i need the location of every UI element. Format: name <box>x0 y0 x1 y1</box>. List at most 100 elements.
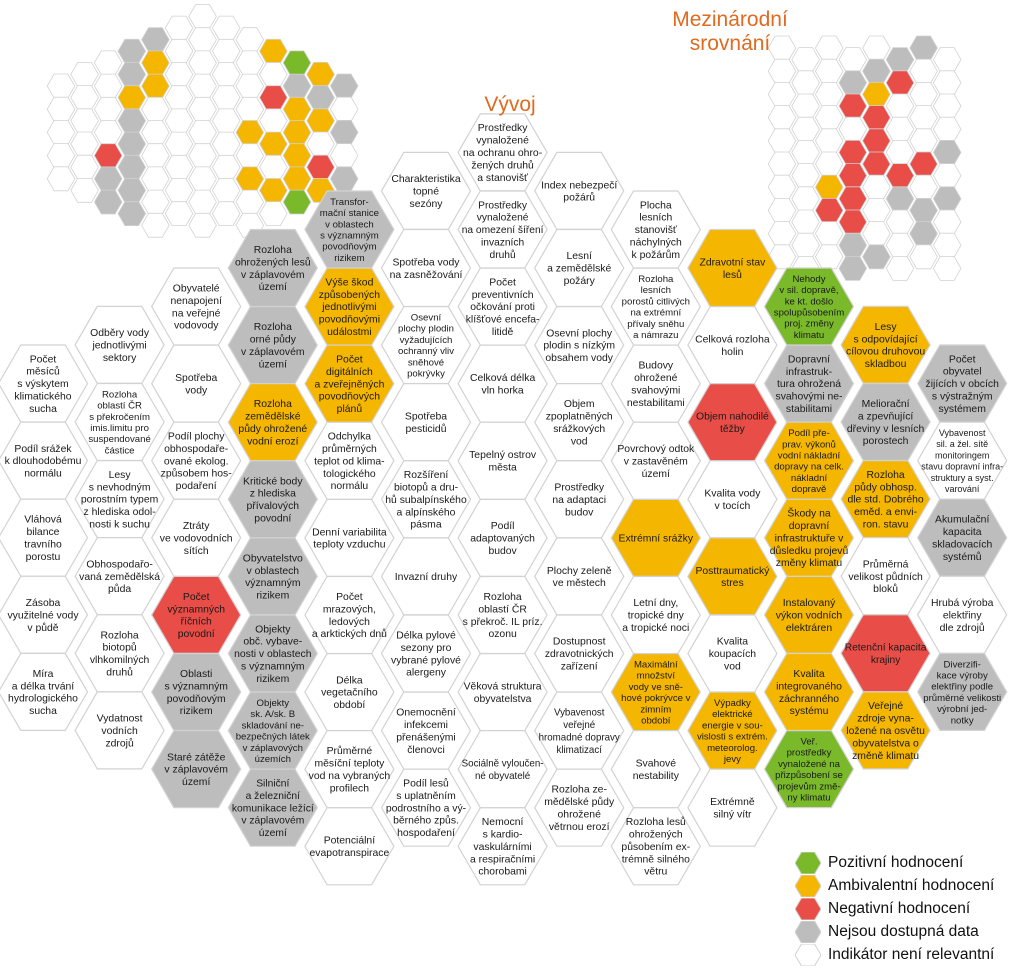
mini-hex <box>188 4 217 29</box>
mini-hex <box>259 201 288 227</box>
indicator-hex: Budovy ohrožené svahovými nestabilitami <box>610 344 701 423</box>
mini-hex <box>93 166 123 192</box>
mini-hex <box>885 163 915 189</box>
indicator-label: Retenční kapacita krajiny <box>845 643 927 666</box>
indicator-label-line: požárů <box>563 192 595 204</box>
indicator-label: Obhospodařo-vaná zemědělská půda <box>79 559 160 595</box>
indicator-label-line: Plochy zeleně <box>547 566 612 577</box>
indicator-label-line: proj. změny <box>784 319 834 330</box>
indicator-label-line: Průměrné <box>327 745 373 757</box>
mini-hex <box>188 189 217 215</box>
indicator-hex: Rozloha ze-mědělské půdy ohrožené větrnou … <box>534 768 625 847</box>
indicator-label: Transfor-mační stanice v oblastech s význa… <box>320 197 379 264</box>
mini-hex <box>117 154 147 180</box>
mini-hex <box>188 212 217 238</box>
indicator-label-line: Invazní druhy <box>395 572 458 583</box>
indicator-label-line: meteorolog. <box>707 743 758 754</box>
indicator-hex: Průměrná velikost půdních bloků <box>840 537 931 616</box>
indicator-label-line: zimním <box>640 704 671 715</box>
indicator-label: Tepelný ostrov města <box>469 450 537 473</box>
indicator-label-line: přívalových <box>247 501 300 512</box>
indicator-label: Akumulační kapacita skladovacích systémů <box>932 515 992 563</box>
indicator-hex: Rozloha zemědělské půdy ohrožené vodní eroz… <box>227 383 318 462</box>
mini-hex <box>909 82 938 107</box>
indicator-label-line: sucha <box>29 706 57 717</box>
indicator-label-line: nenapojení <box>170 296 222 307</box>
indicator-label-line: ohrožených <box>629 830 683 841</box>
mini-hex <box>767 151 797 177</box>
indicator-label: Spotřeba vody <box>175 373 217 396</box>
indicator-hex: Onemocnění infekcemi přenášenými členovci <box>380 691 472 770</box>
mini-hex <box>838 70 868 96</box>
mini-hex <box>932 139 962 165</box>
indicator-label-line: systémů <box>943 551 982 563</box>
mini-hex <box>235 120 265 145</box>
indicator-hex: Sociálně vyloučen-né obyvatelé <box>457 730 548 809</box>
indicator-label: Rozloha oblastí ČR s překroč. IL príz. ozon… <box>463 592 543 640</box>
mini-hex <box>141 212 170 238</box>
indicator-label-line: v záplavových <box>243 743 303 754</box>
indicator-label-line: dopravní <box>789 521 830 532</box>
mini-hex <box>909 174 938 200</box>
mini-hex <box>93 50 123 76</box>
mini-hex <box>46 120 76 145</box>
indicator-label-line: Veř. <box>800 737 817 748</box>
mini-hex <box>211 85 241 110</box>
indicator-label: Obyvatelé nenapojení na veřejné vodovody <box>170 284 222 332</box>
mini-hex <box>141 27 170 52</box>
indicator-label-line: města <box>488 463 517 474</box>
indicator-label-line: vodních <box>101 726 138 737</box>
indicator-hex: Vláhová bilance travního porostu <box>0 498 89 577</box>
indicator-label: Prostředky na adaptaci budov <box>552 483 606 519</box>
indicator-label-line: adaptovaných <box>470 534 535 545</box>
mini-hex <box>70 108 99 134</box>
indicator-label-line: povodní <box>178 629 215 640</box>
mini-hex <box>282 96 312 122</box>
indicator-label: Obyvatelstvo v oblastech významným rizikem <box>243 553 303 601</box>
indicator-label-line: Spotřeba vody <box>392 257 460 268</box>
indicator-label-line: mrazových, <box>323 604 376 615</box>
indicator-label-line: Dopravní <box>788 354 830 365</box>
indicator-hex: Osevní plochy plodin s nízkým obsahem vody <box>534 306 625 385</box>
mini-hex <box>885 255 915 281</box>
indicator-label-line: imis.limitu pro <box>90 423 149 434</box>
indicator-hex: Denní variabilita teploty vzduchu <box>304 498 395 578</box>
mini-hex <box>211 201 241 227</box>
mini-hex <box>93 96 123 122</box>
indicator-label-line: větrnou erozí <box>549 822 610 833</box>
mini-hex <box>791 232 820 258</box>
indicator-hex-shape <box>763 729 855 809</box>
mini-hex <box>117 131 147 157</box>
mini-hex <box>117 108 147 134</box>
indicator-label-line: hové pokrývce v <box>621 693 691 704</box>
mini-hex <box>909 128 938 154</box>
indicator-label-line: s uplatněním <box>396 791 456 802</box>
indicator-hex-shape <box>227 768 318 847</box>
indicator-hex: Objem nahodilé těžby <box>687 383 778 462</box>
indicator-label-line: Transfor- <box>330 197 369 208</box>
indicator-label: Výše škod způsobených jednotlivými povodňov… <box>319 277 380 338</box>
legend-swatch-positive <box>795 852 821 874</box>
mini-hex <box>767 82 797 107</box>
legend-label: Nejsou dostupná data <box>828 923 979 940</box>
indicator-label-line: výrobní jed- <box>937 704 987 715</box>
mini-hex <box>791 93 820 119</box>
mini-hex <box>188 73 217 99</box>
indicator-hex: Počet mrazových, ledových a arktických dnů <box>304 575 395 655</box>
indicator-label-line: v záplavovém <box>241 816 304 827</box>
indicator-label-line: dle zdrojů <box>940 622 985 634</box>
mini-hex <box>306 85 335 110</box>
indicator-label: Zásoba využitelné vody v půdě <box>7 598 79 634</box>
indicator-hex: Oblasti s významným povodňovým rizikem <box>151 652 242 732</box>
mini-hex <box>885 209 915 235</box>
indicator-hex: Vybavenost veřejné hromadné dopravy klimati… <box>534 691 625 770</box>
mini-hex <box>791 116 820 142</box>
mini-hex <box>767 174 797 200</box>
indicator-hex: Plochy zeleně ve městech <box>534 537 625 616</box>
indicator-hex-shape <box>687 768 778 847</box>
mini-hex <box>838 232 868 258</box>
indicator-label-line: Ztráty <box>183 521 210 532</box>
indicator-label-line: působením ex- <box>621 841 690 853</box>
